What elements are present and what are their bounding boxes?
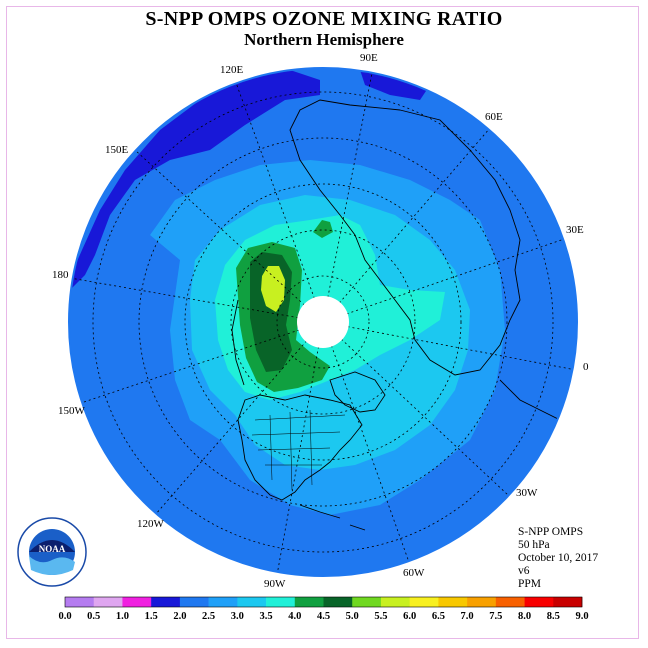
lon-label-150e: 150E [105, 144, 129, 156]
colorbar-tick-label: 6.5 [432, 611, 445, 622]
colorbar-swatch [553, 597, 583, 607]
colorbar-tick-label: 6.0 [403, 611, 416, 622]
colorbar-tick-label: 2.5 [202, 611, 215, 622]
colorbar-swatch [237, 597, 267, 607]
colorbar-swatch [122, 597, 152, 607]
colorbar-swatch [294, 597, 324, 607]
colorbar-tick-label: 4.5 [317, 611, 330, 622]
colorbar-outline [64, 596, 583, 608]
lon-label-150w: 150W [58, 405, 86, 417]
figure-frame [6, 6, 639, 639]
colorbar-swatch [93, 597, 123, 607]
map-subtitle: Northern Hemisphere [244, 30, 404, 49]
meridian-150w [74, 321, 324, 406]
colorbar-tick-label: 8.5 [547, 611, 560, 622]
colorbar-tick-label: 1.5 [145, 611, 158, 622]
meridian-90e [322, 68, 374, 323]
noaa-logo: NOAA [17, 517, 87, 587]
colorbar-tick-label: 7.0 [461, 611, 474, 622]
colorbar-swatch [65, 597, 95, 607]
colorbar-swatch [524, 597, 554, 607]
colorbar-tick-label: 3.0 [231, 611, 244, 622]
colorbar-swatch [323, 597, 353, 607]
coastline-caribbean [299, 504, 366, 531]
colorbar-swatch [438, 597, 468, 607]
longitude-labels: 90E 60E 30E 0 30W 60W 90W 120W 150W 180 … [52, 52, 589, 590]
map-title: S-NPP OMPS OZONE MIXING RATIO [145, 8, 503, 30]
colorbar-tick-label: 4.0 [288, 611, 301, 622]
colorbar-swatch [495, 597, 525, 607]
colorbar-swatch [467, 597, 497, 607]
us-state-borders [251, 409, 346, 491]
lon-label-30e: 30E [566, 224, 584, 236]
colorbar-swatch [380, 597, 410, 607]
info-units: PPM [518, 578, 542, 590]
lon-label-0: 0 [583, 361, 589, 373]
noaa-logo-text: NOAA [39, 544, 66, 554]
lon-label-60e: 60E [485, 111, 503, 123]
colorbar-swatch [208, 597, 238, 607]
lon-label-120w: 120W [137, 518, 165, 530]
colorbar-swatch [409, 597, 439, 607]
info-version: v6 [518, 565, 530, 577]
lon-label-60w: 60W [403, 567, 425, 579]
map-rim [68, 67, 578, 577]
colorbar-swatch [151, 597, 181, 607]
lon-label-30w: 30W [516, 487, 538, 499]
coastline-north-america [237, 394, 363, 501]
colorbar-tick-label: 5.0 [346, 611, 359, 622]
latitude-circle-40 [92, 91, 554, 553]
ozone-band-5-0 [261, 266, 285, 312]
coastlines [231, 99, 571, 531]
graticule [69, 68, 577, 576]
colorbar-tick-label: 1.0 [116, 611, 129, 622]
colorbar-swatch [266, 597, 296, 607]
lon-label-180: 180 [52, 269, 69, 281]
colorbar-tick-label: 0.5 [87, 611, 100, 622]
colorbar-tick-label: 8.0 [518, 611, 531, 622]
latitude-circle-50 [138, 137, 508, 507]
latitude-circle-60 [184, 183, 462, 461]
polar-no-data-disc [297, 296, 349, 348]
colorbar-tick-label: 3.5 [259, 611, 272, 622]
ozone-band-1-5-west [69, 70, 320, 300]
coastline-eurasia [289, 99, 521, 376]
colorbar-tick-label: 9.0 [575, 611, 588, 622]
colorbar-swatch [179, 597, 209, 607]
meridian-30e [322, 236, 571, 323]
latitude-circle-80 [276, 275, 370, 369]
colorbar-tick-label: 7.5 [489, 611, 502, 622]
info-pressure: 50 hPa [518, 539, 550, 551]
meridian-60w [322, 321, 411, 566]
info-satellite: S-NPP OMPS [518, 526, 584, 538]
info-date: October 10, 2017 [518, 552, 599, 564]
ozone-band-4-0-north [313, 220, 333, 238]
colorbar-swatch [352, 597, 382, 607]
lon-label-90w: 90W [264, 578, 286, 590]
colorbar-tick-label: 0.0 [58, 611, 71, 622]
lon-label-120e: 120E [220, 64, 244, 76]
colorbar-tick-label: 5.5 [374, 611, 387, 622]
latitude-circle-70 [230, 229, 416, 415]
colorbar-tick-label: 2.0 [173, 611, 186, 622]
coastline-greenland [329, 371, 386, 413]
colorbar: 0.0 0.5 1.0 1.5 2.0 2.5 3.0 3.5 4.0 4.5 5.0 5.5 6.0 6… [58, 596, 589, 622]
lon-label-90e: 90E [360, 52, 378, 64]
meridian-30w [322, 321, 509, 496]
